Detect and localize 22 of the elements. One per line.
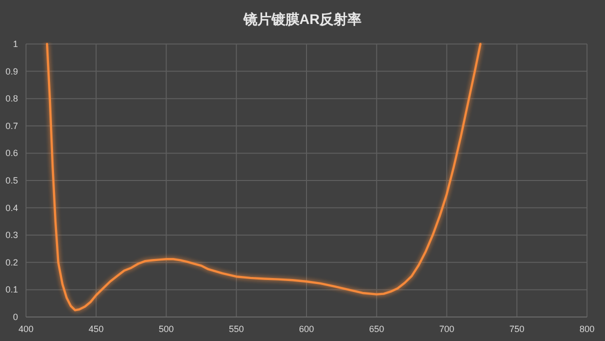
y-tick-label: 0.1 (5, 284, 18, 295)
y-tick-label: 0.5 (5, 176, 18, 186)
x-tick-label: 500 (158, 324, 174, 334)
x-tick-label: 650 (369, 324, 384, 334)
line-series (46, 42, 482, 312)
x-tick-label: 450 (88, 324, 104, 334)
x-tick-label: 800 (579, 324, 595, 334)
chart-title: 镜片镀膜AR反射率 (242, 11, 362, 27)
x-tick-label: 400 (18, 324, 34, 334)
y-tick-label: 0.7 (5, 120, 18, 131)
x-tick-label: 550 (228, 324, 244, 334)
y-tick-label: 0.4 (5, 202, 18, 213)
x-tick-label: 700 (439, 324, 454, 334)
y-tick-label: 0.3 (5, 230, 18, 240)
y-tick-label: 0.9 (5, 66, 18, 76)
x-tick-label: 750 (509, 324, 524, 334)
x-tick-label: 600 (298, 324, 314, 334)
y-tick-label: 1 (12, 39, 18, 49)
y-tick-label: 0.2 (5, 257, 18, 268)
y-tick-label: 0 (12, 312, 18, 322)
y-tick-label: 0.6 (5, 148, 18, 158)
y-tick-label: 0.8 (5, 94, 18, 104)
